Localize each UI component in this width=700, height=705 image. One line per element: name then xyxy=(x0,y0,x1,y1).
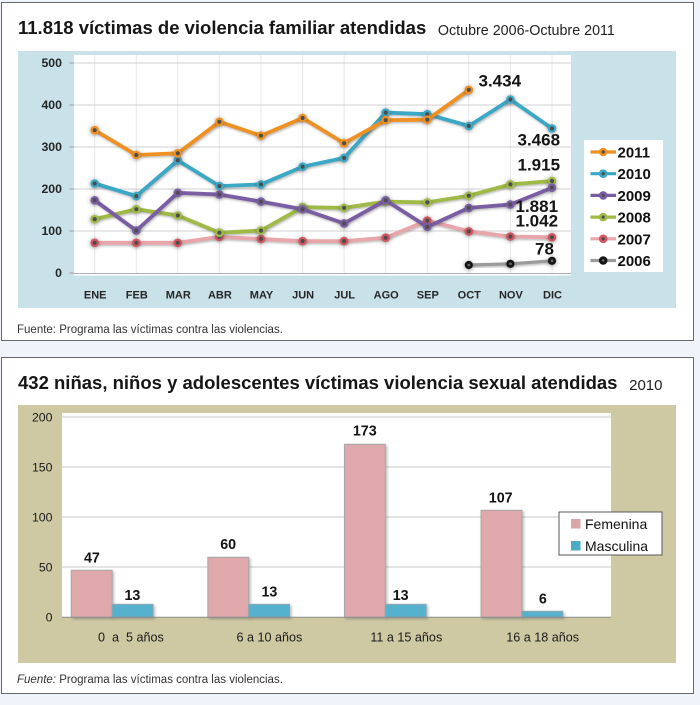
svg-text:JUL: JUL xyxy=(334,290,355,302)
svg-text:100: 100 xyxy=(32,510,53,524)
svg-text:200: 200 xyxy=(32,410,53,424)
svg-text:100: 100 xyxy=(41,224,62,238)
svg-text:0: 0 xyxy=(55,266,62,280)
svg-text:MAR: MAR xyxy=(166,290,191,302)
svg-text:NOV: NOV xyxy=(499,290,524,302)
svg-text:150: 150 xyxy=(32,460,53,474)
svg-text:200: 200 xyxy=(41,182,62,196)
svg-text:47: 47 xyxy=(84,551,100,567)
svg-text:13: 13 xyxy=(393,588,409,604)
svg-text:13: 13 xyxy=(124,588,140,604)
svg-text:60: 60 xyxy=(220,537,236,553)
svg-text:0 a 5 años: 0 a 5 años xyxy=(98,631,164,645)
svg-text:3.434: 3.434 xyxy=(479,72,522,91)
svg-text:2007: 2007 xyxy=(618,231,651,248)
svg-text:MAY: MAY xyxy=(250,290,274,302)
svg-text:OCT: OCT xyxy=(458,290,482,302)
svg-text:SEP: SEP xyxy=(417,290,439,302)
svg-text:ABR: ABR xyxy=(208,290,232,302)
svg-text:ENE: ENE xyxy=(84,290,107,302)
svg-text:173: 173 xyxy=(353,424,377,440)
svg-text:400: 400 xyxy=(41,98,62,112)
svg-text:500: 500 xyxy=(41,56,62,70)
svg-text:Masculina: Masculina xyxy=(585,538,648,554)
svg-text:2006: 2006 xyxy=(618,253,651,270)
svg-text:6: 6 xyxy=(539,591,547,607)
svg-text:2010: 2010 xyxy=(618,166,651,183)
svg-text:50: 50 xyxy=(39,560,53,574)
svg-text:16 a 18 años: 16 a 18 años xyxy=(506,631,579,645)
svg-text:1.915: 1.915 xyxy=(518,156,561,175)
svg-text:6 a 10 años: 6 a 10 años xyxy=(236,631,302,645)
svg-text:13: 13 xyxy=(261,584,277,600)
svg-text:2011: 2011 xyxy=(618,145,651,162)
svg-text:78: 78 xyxy=(535,240,554,259)
svg-text:1.881: 1.881 xyxy=(516,197,559,216)
svg-text:JUN: JUN xyxy=(292,290,314,302)
svg-text:2009: 2009 xyxy=(618,188,651,205)
svg-text:3.468: 3.468 xyxy=(518,131,561,150)
svg-text:AGO: AGO xyxy=(374,290,400,302)
svg-text:107: 107 xyxy=(489,491,513,507)
svg-text:2008: 2008 xyxy=(618,210,651,227)
svg-text:FEB: FEB xyxy=(126,290,148,302)
svg-text:1.042: 1.042 xyxy=(516,212,559,231)
svg-text:11 a 15 años: 11 a 15 años xyxy=(370,631,442,645)
svg-text:0: 0 xyxy=(46,610,53,624)
svg-text:DIC: DIC xyxy=(543,290,562,302)
svg-text:Femenina: Femenina xyxy=(585,516,647,532)
svg-text:300: 300 xyxy=(41,140,62,154)
